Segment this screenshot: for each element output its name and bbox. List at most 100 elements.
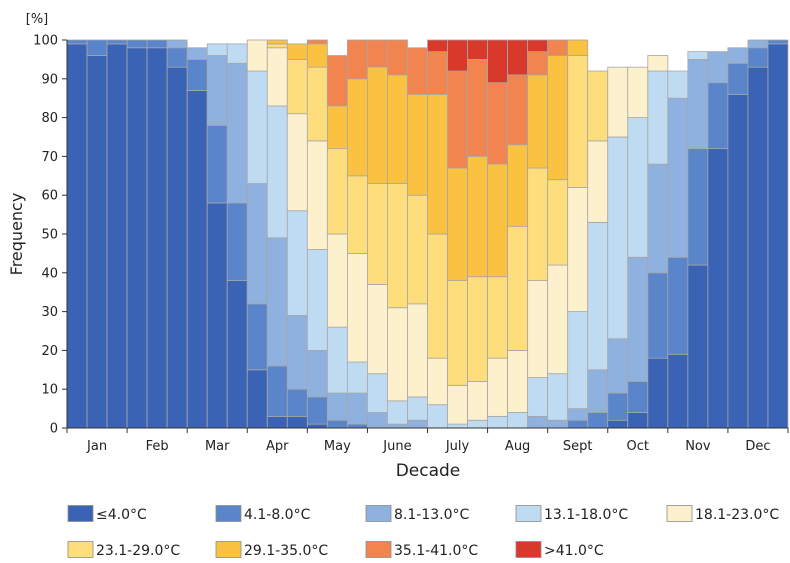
bar-segment (246, 369, 268, 429)
bar-segment (226, 280, 248, 429)
bar-segment (607, 66, 629, 138)
bar-segment (667, 353, 689, 429)
axes-layer: 0 10 20 30 40 50 60 70 80 90 100 Jan Feb Mar Apr May Jun… (33, 34, 789, 454)
bar-segment (547, 39, 569, 56)
bar-segment (587, 412, 609, 429)
bar-segment (567, 311, 589, 410)
bar-segment (346, 252, 368, 363)
x-tick-label: Apr (266, 439, 289, 454)
bar-segment (487, 163, 509, 278)
bar-segment (667, 70, 689, 99)
bar-segment (206, 124, 228, 204)
legend-swatch (67, 541, 94, 558)
bar-segment (547, 55, 569, 181)
bar-segment (507, 74, 529, 146)
y-tick-label: 40 (41, 266, 58, 281)
y-tick-label: 50 (41, 228, 58, 243)
bar-segment (447, 280, 468, 386)
bar-segment (487, 276, 509, 359)
bar-segment (326, 326, 348, 394)
bar-segment (306, 66, 328, 142)
bar-segment (407, 396, 428, 421)
bar-segment (467, 39, 488, 60)
legend-swatch (666, 505, 693, 522)
x-tick-label: Dec (745, 439, 770, 454)
y-tick-label: 90 (41, 72, 58, 87)
bar-segment (306, 43, 328, 68)
legend-label: 8.1-13.0°C (394, 507, 469, 523)
bar-segment (407, 93, 428, 196)
bar-segment (66, 43, 88, 429)
bar-segment (206, 55, 228, 126)
bar-segment (346, 392, 368, 425)
bars-layer (66, 39, 789, 429)
bar-segment (286, 113, 308, 212)
bar-segment (447, 167, 468, 281)
bar-segment (226, 43, 248, 64)
bar-segment (407, 47, 428, 95)
bar-segment (447, 384, 468, 425)
bar-segment (367, 284, 388, 375)
bar-segment (587, 369, 609, 413)
bar-segment (306, 140, 328, 250)
bar-segment (346, 175, 368, 254)
y-tick-label: 80 (41, 111, 58, 126)
bar-segment (387, 423, 408, 429)
bar-segment (186, 90, 208, 429)
bar-segment (707, 82, 729, 150)
y-tick-label: 10 (41, 383, 58, 398)
bar-segment (306, 249, 328, 351)
bar-segment (286, 210, 308, 316)
bar-segment (727, 62, 749, 95)
bar-segment (266, 237, 288, 367)
bar-segment (186, 47, 208, 60)
bar-segment (467, 59, 488, 157)
bar-segment (306, 396, 328, 425)
y-tick-label: 100 (33, 34, 58, 49)
legend-label: ≤4.0°C (96, 507, 147, 523)
bar-segment (166, 47, 188, 68)
bar-segment (507, 412, 529, 429)
bar-segment (226, 202, 248, 281)
bar-segment (707, 148, 729, 429)
bar-segment (647, 55, 669, 72)
bar-segment (126, 47, 148, 429)
x-tick-label: Jan (86, 439, 107, 454)
bar-segment (286, 59, 308, 115)
bar-segment (286, 315, 308, 390)
bar-segment (507, 39, 529, 76)
bar-segment (326, 105, 348, 150)
bar-segment (146, 39, 168, 49)
bar-segment (587, 70, 609, 142)
bar-segment (427, 233, 448, 359)
bar-segment (527, 280, 549, 378)
bar-segment (346, 361, 368, 394)
bar-segment (126, 39, 148, 49)
bar-segment (166, 66, 188, 429)
bar-segment (367, 39, 388, 68)
legend-swatch (215, 541, 242, 558)
bar-segment (86, 55, 108, 429)
x-tick-label: Sept (563, 439, 593, 454)
bar-segment (747, 66, 769, 429)
bar-segment (607, 338, 629, 394)
y-tick-label: 70 (41, 150, 58, 165)
bar-segment (387, 400, 408, 425)
bar-segment (427, 357, 448, 406)
bar-segment (587, 140, 609, 223)
bar-segment (767, 43, 789, 429)
bar-segment (727, 47, 749, 64)
bar-segment (367, 373, 388, 413)
bar-segment (467, 419, 488, 429)
legend-label: >41.0°C (544, 543, 604, 559)
x-tick-label: July (445, 439, 470, 454)
bar-segment (687, 148, 709, 266)
bar-segment (387, 183, 408, 309)
bar-segment (627, 381, 649, 413)
x-tick-label: Mar (205, 439, 230, 454)
x-tick-label: Oct (627, 439, 649, 454)
bar-segment (86, 39, 108, 56)
bar-segment (387, 39, 408, 76)
bar-segment (427, 39, 448, 53)
